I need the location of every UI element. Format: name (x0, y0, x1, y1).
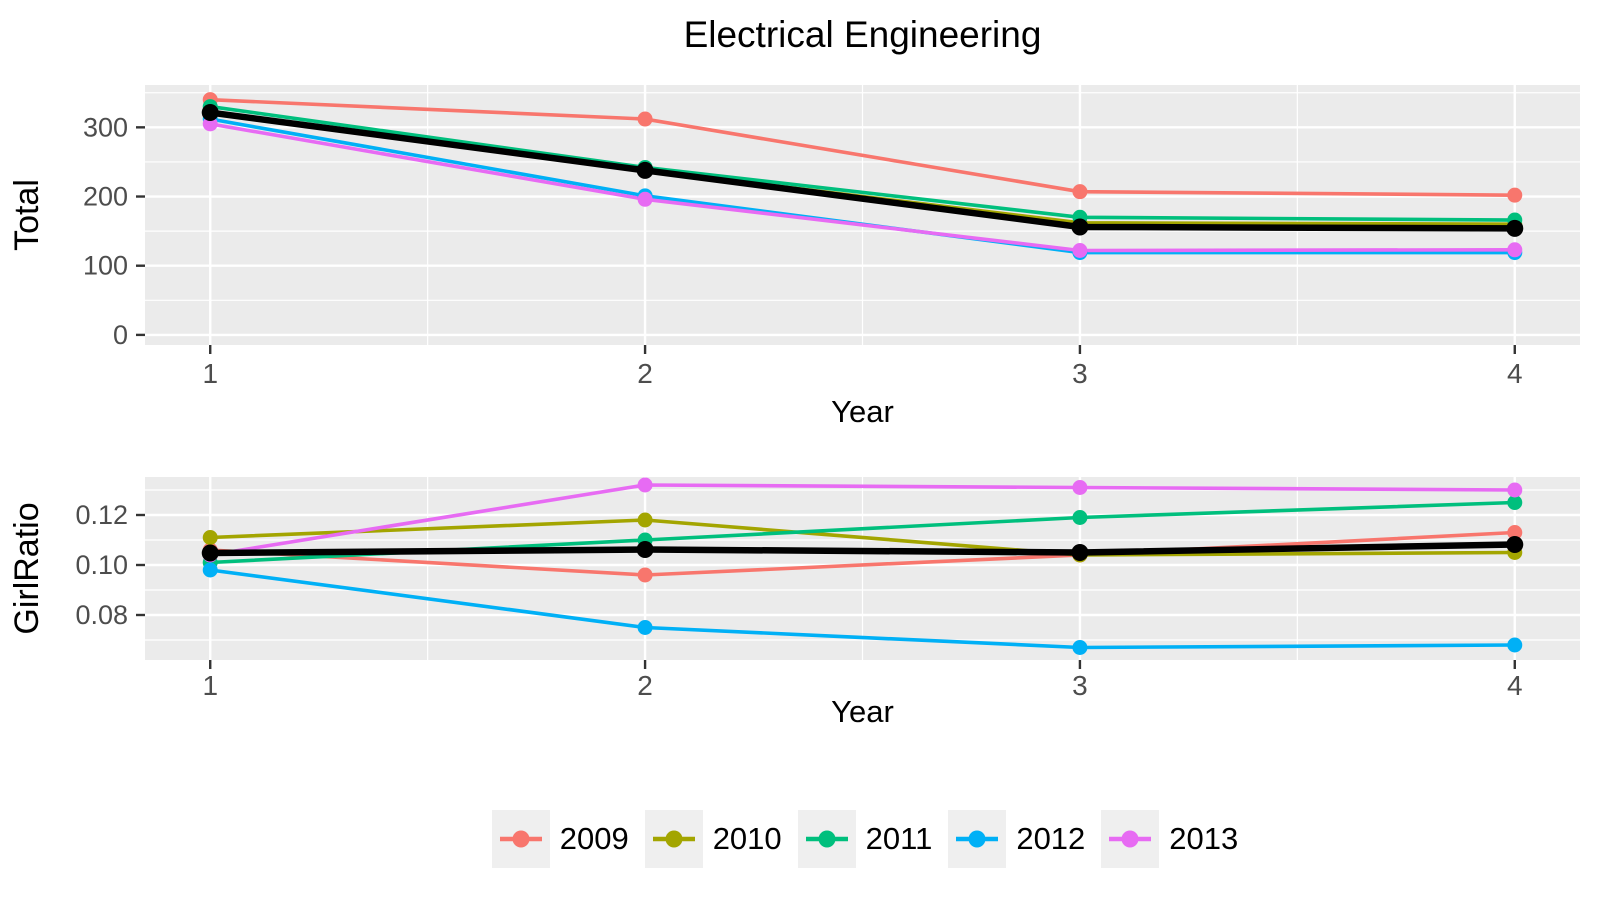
series-line-2009 (210, 530, 1515, 577)
x-axis-title: Year (831, 394, 894, 429)
legend-swatch-point-2011 (818, 830, 836, 848)
legend-item-2009: 2009 (491, 810, 629, 868)
legend-key-box-2009 (491, 810, 550, 868)
legend-label-2010: 2010 (712, 821, 782, 856)
series-point-2011-3 (1072, 510, 1088, 525)
series-point-2013-2 (637, 477, 653, 493)
legend-label-2013: 2013 (1169, 821, 1239, 856)
series-point-2013-4 (1507, 242, 1523, 258)
series-point-2012-2 (637, 620, 653, 635)
series-point-2009-4 (1507, 525, 1523, 540)
series-point-2013-4 (1507, 482, 1523, 498)
legend-swatch-point-2009 (512, 830, 530, 848)
series-point-2013-3 (1072, 480, 1088, 495)
legend-swatch-point-2013 (1121, 830, 1139, 848)
x-axis-title: Year (831, 694, 894, 729)
series-line-2013 (209, 122, 1515, 253)
series-point-2009-2 (637, 111, 653, 127)
series-point-2009-4 (1507, 187, 1523, 203)
series-point-mean-3 (1071, 218, 1089, 236)
plot-title: Electrical Engineering (683, 14, 1042, 55)
legend-swatch-point-2012 (968, 830, 986, 848)
x-tick-label: 2 (637, 670, 653, 701)
legend-key-box-2012 (948, 810, 1007, 868)
legend-swatch-point-2010 (665, 830, 683, 848)
series-point-2012-4 (1507, 637, 1523, 653)
series-point-2012-3 (1072, 640, 1088, 655)
legend-key-box-2010 (644, 810, 703, 868)
legend-item-2011: 2011 (797, 810, 933, 868)
series-point-2009-3 (1072, 184, 1088, 200)
series-point-2010-2 (637, 512, 653, 528)
series-line-2010 (210, 518, 1515, 557)
total-panel-chart: 0 100 200 300 1 2 3 4 Total Year (8, 85, 1580, 429)
series-point-2013-2 (637, 191, 653, 207)
legend-key-box-2011 (797, 810, 856, 868)
y-tick-label: 0 (113, 320, 128, 350)
series-point-2012-1 (202, 562, 218, 578)
y-tick-label: 0.10 (75, 550, 128, 580)
girlratio-panel-chart: 0.08 0.10 0.12 1 2 3 4 GirlRatio Year (8, 477, 1580, 729)
series-point-mean-4 (1506, 536, 1524, 553)
y-tick-label: 200 (83, 182, 128, 212)
legend-item-2012: 2012 (948, 810, 1085, 868)
series-point-2010-1 (202, 530, 218, 545)
x-tick-label: 4 (1507, 670, 1523, 701)
series-line-2009 (210, 97, 1515, 197)
legend-key-box-2013 (1101, 810, 1160, 868)
series-point-mean-2 (636, 161, 654, 179)
series-line-2012 (209, 568, 1515, 650)
series-point-mean-3 (1071, 544, 1089, 561)
series-point-mean-2 (636, 541, 654, 558)
legend-label-2009: 2009 (559, 821, 629, 856)
y-axis-title: GirlRatio (8, 502, 46, 634)
series-line-2011 (209, 104, 1515, 222)
legend-label-2012: 2012 (1016, 821, 1086, 856)
x-tick-label: 4 (1507, 358, 1523, 389)
legend-label-2011: 2011 (865, 821, 933, 856)
series-point-2011-4 (1507, 495, 1523, 510)
series-point-mean-1 (201, 104, 219, 122)
legend: 2009 2010 2011 2012 2013 (130, 804, 1600, 874)
series-point-2013-3 (1072, 242, 1088, 258)
legend-item-2010: 2010 (644, 810, 782, 868)
legend-item-2013: 2013 (1101, 810, 1238, 868)
series-line-mean (209, 109, 1515, 232)
series-line-2013 (209, 483, 1515, 557)
y-tick-label: 0.08 (75, 600, 128, 630)
y-tick-label: 300 (83, 112, 128, 142)
series-point-mean-1 (201, 544, 219, 562)
x-tick-label: 1 (202, 670, 218, 701)
x-tick-label: 3 (1072, 358, 1088, 389)
x-tick-label: 2 (637, 358, 653, 389)
series-point-mean-4 (1506, 219, 1524, 237)
series-point-2009-2 (637, 567, 653, 583)
y-axis-title: Total (8, 179, 46, 251)
y-tick-label: 0.12 (75, 500, 128, 530)
x-tick-label: 1 (202, 358, 218, 389)
y-tick-label: 100 (83, 251, 128, 281)
x-tick-label: 3 (1072, 670, 1088, 701)
series-line-mean (210, 541, 1515, 557)
